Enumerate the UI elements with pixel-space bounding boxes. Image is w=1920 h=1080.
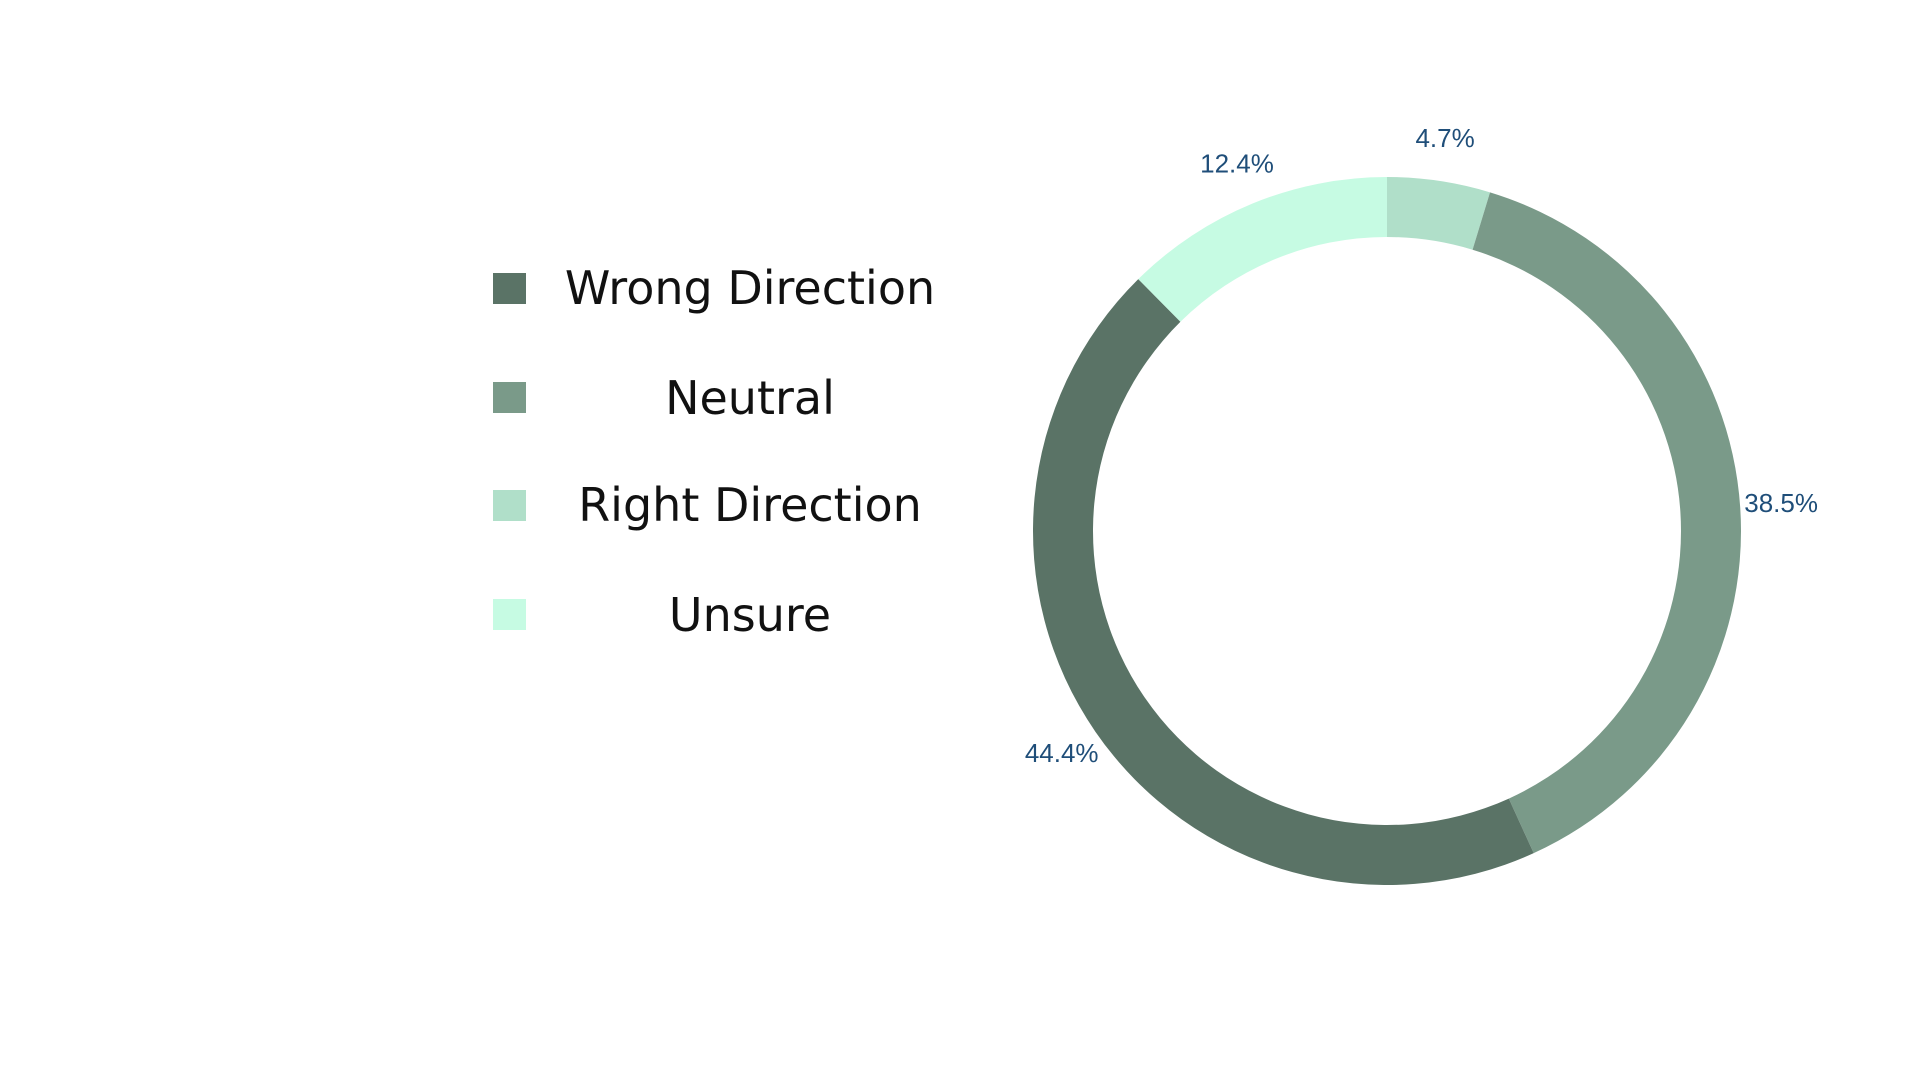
legend-swatch-wrong-direction: [493, 273, 526, 304]
donut-slice-neutral: [1472, 192, 1741, 854]
donut-slice-unsure: [1138, 177, 1387, 322]
legend-label-right-direction: Right Direction: [578, 478, 922, 532]
legend-swatch-unsure: [493, 599, 526, 630]
slice-label-right-direction: 4.7%: [1415, 123, 1474, 153]
legend-swatch-neutral: [493, 382, 526, 413]
donut-slice-wrong-direction: [1033, 279, 1534, 885]
legend-swatch-right-direction: [493, 490, 526, 521]
donut-slice-right-direction: [1387, 177, 1491, 250]
legend-label-unsure: Unsure: [668, 588, 832, 642]
slice-label-unsure: 12.4%: [1200, 148, 1274, 178]
slice-label-wrong-direction: 44.4%: [1025, 738, 1099, 768]
legend-label-wrong-direction: Wrong Direction: [564, 261, 936, 315]
chart-legend: Wrong Direction Neutral Right Direction …: [493, 261, 936, 642]
slice-label-neutral: 38.5%: [1744, 488, 1818, 518]
legend-label-neutral: Neutral: [665, 371, 835, 425]
